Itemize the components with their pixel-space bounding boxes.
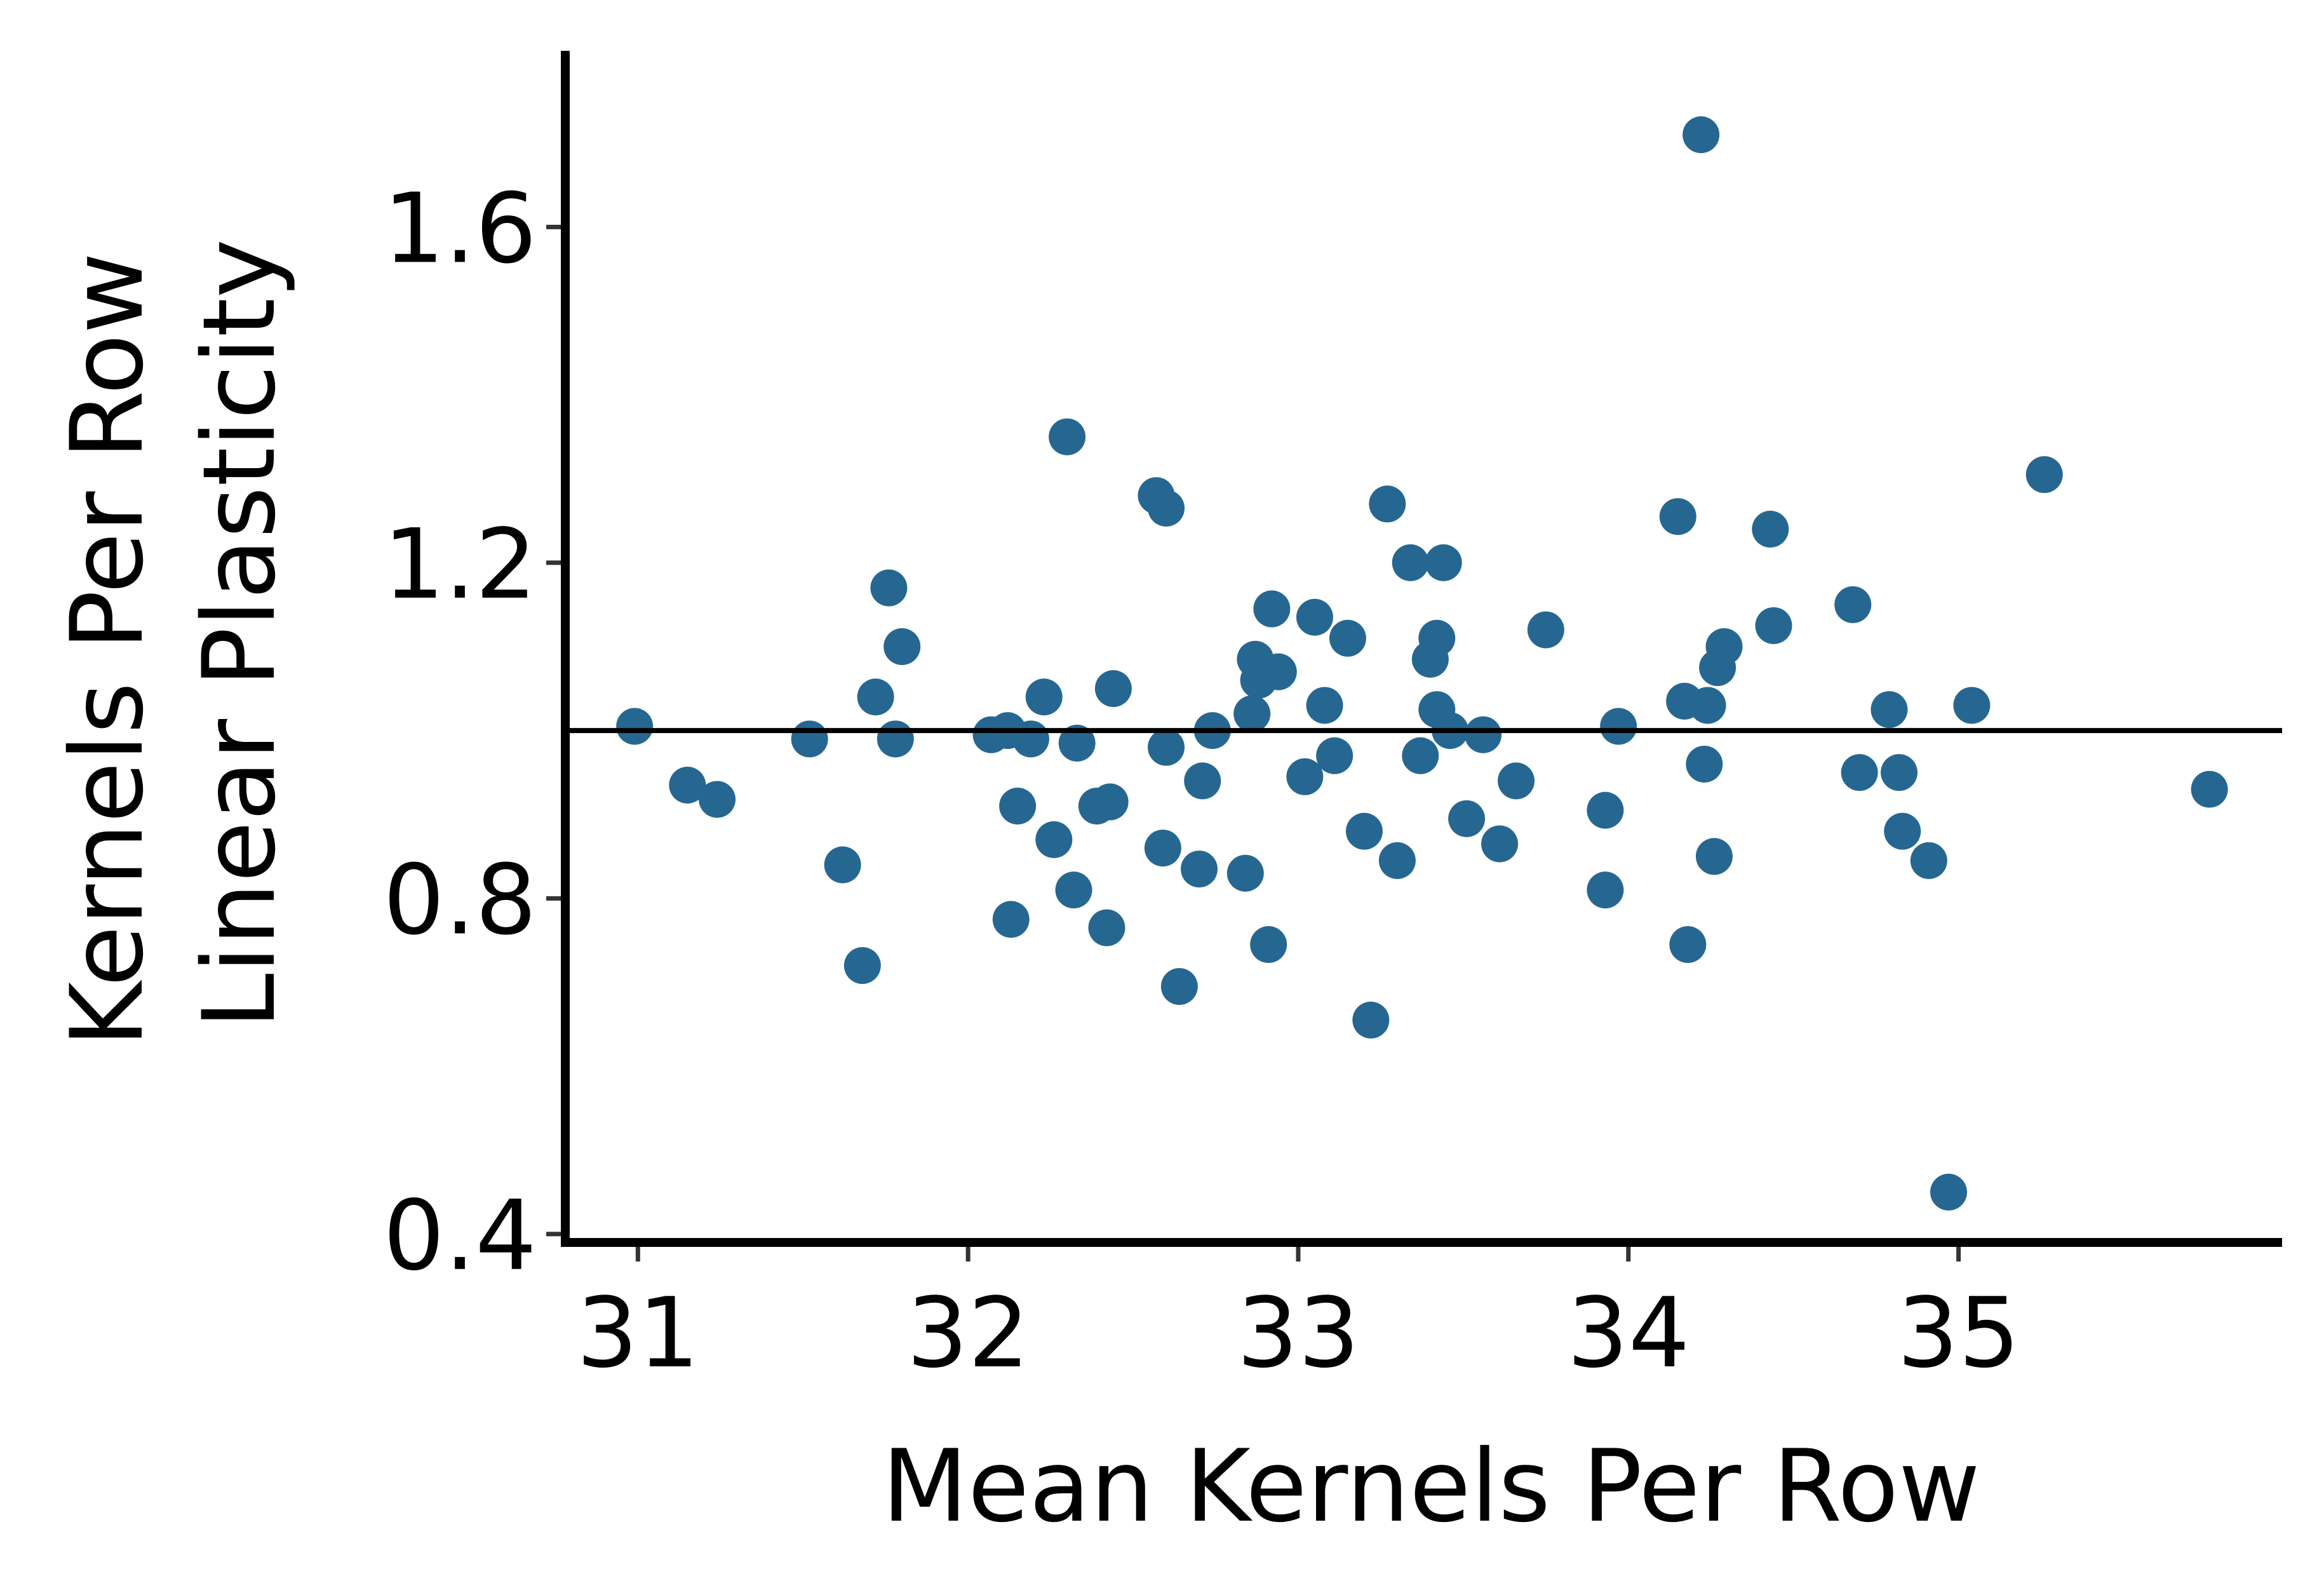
scatter-point xyxy=(1088,909,1125,946)
scatter-point xyxy=(1683,116,1720,154)
scatter-point xyxy=(1392,544,1429,581)
scatter-point xyxy=(877,720,914,758)
y-axis-label-line-1: Kernels Per Row xyxy=(50,252,166,1047)
scatter-point xyxy=(616,708,654,745)
scatter-point xyxy=(870,569,908,607)
scatter-point xyxy=(1012,720,1049,758)
scatter-point xyxy=(1755,607,1792,644)
x-ticks: 31 32 33 34 35 xyxy=(577,1247,2020,1389)
scatter-point xyxy=(1930,1173,1967,1211)
y-tick-label: 0.8 xyxy=(383,844,537,956)
scatter-point xyxy=(1296,598,1333,636)
scatter-point xyxy=(1094,670,1132,708)
scatter-point xyxy=(1910,842,1947,879)
scatter-point xyxy=(1369,485,1406,523)
scatter-point xyxy=(1587,871,1624,909)
scatter-point xyxy=(1418,619,1456,657)
x-tick-label: 33 xyxy=(1237,1277,1359,1389)
scatter-point xyxy=(1345,812,1383,850)
scatter-point xyxy=(1253,590,1291,628)
scatter-point xyxy=(1465,716,1502,753)
scatter-point xyxy=(824,846,861,884)
scatter-point xyxy=(1841,754,1878,791)
scatter-point xyxy=(1587,791,1624,829)
scatter-point xyxy=(1233,695,1271,732)
scatter-point xyxy=(1049,418,1086,455)
y-axis-label: Kernels Per Row Linear Plasticity xyxy=(50,220,298,1047)
scatter-point xyxy=(1953,687,1991,724)
scatter-point xyxy=(669,766,706,804)
scatter-point xyxy=(1250,926,1287,963)
scatter-point xyxy=(1352,1001,1390,1039)
y-tick-label: 1.6 xyxy=(383,172,537,285)
scatter-point xyxy=(999,788,1037,825)
scatter-point xyxy=(1184,762,1221,800)
x-axis-label: Mean Kernels Per Row xyxy=(882,1429,1980,1545)
scatter-point xyxy=(843,947,881,985)
scatter-point xyxy=(1669,926,1707,963)
scatter-point xyxy=(1695,838,1733,875)
scatter-point xyxy=(1481,825,1519,863)
scatter-point xyxy=(699,781,736,818)
scatter-point xyxy=(857,678,894,716)
scatter-point xyxy=(1226,854,1264,892)
scatter-point xyxy=(1286,758,1324,795)
scatter-point xyxy=(1181,851,1218,888)
scatter-point xyxy=(1871,691,1908,729)
scatter-point xyxy=(1527,611,1564,649)
scatter-point xyxy=(2025,456,2063,494)
scatter-point xyxy=(1402,737,1439,774)
scatter-point xyxy=(1058,724,1096,762)
scatter-point xyxy=(1752,511,1789,548)
scatter-point xyxy=(1025,678,1063,716)
x-tick-label: 32 xyxy=(906,1277,1029,1389)
scatter-point xyxy=(1316,737,1353,774)
scatter-point xyxy=(1705,628,1743,665)
scatter-point xyxy=(1689,687,1726,724)
scatter-point xyxy=(1686,745,1723,783)
scatter-point xyxy=(1148,729,1185,766)
scatter-point xyxy=(1378,842,1416,879)
y-axis-label-line-2: Linear Plasticity xyxy=(182,239,298,1029)
scatter-point xyxy=(2191,770,2228,808)
scatter-point xyxy=(1329,619,1366,657)
scatter-point xyxy=(883,628,921,665)
scatter-point xyxy=(1055,871,1092,909)
y-tick-label: 1.2 xyxy=(383,508,537,621)
scatter-point xyxy=(1834,586,1872,623)
scatter-point xyxy=(1035,821,1073,858)
x-tick-label: 35 xyxy=(1897,1277,2020,1389)
scatter-point xyxy=(1148,490,1185,527)
scatter-point xyxy=(1306,687,1343,724)
scatter-point xyxy=(1259,653,1297,690)
scatter-point xyxy=(1091,783,1129,821)
scatter-point xyxy=(791,720,828,758)
y-ticks: 0.4 0.8 1.2 1.6 xyxy=(383,172,561,1292)
scatter-point xyxy=(1884,812,1921,850)
points-layer xyxy=(616,116,2228,1211)
scatter-point xyxy=(992,901,1030,938)
scatter-point xyxy=(1425,544,1462,581)
x-tick-label: 31 xyxy=(577,1277,699,1389)
scatter-point xyxy=(1498,762,1535,800)
scatter-point xyxy=(1659,498,1696,535)
scatter-point xyxy=(1600,708,1637,745)
scatter-point xyxy=(1448,800,1486,837)
scatter-point xyxy=(1881,754,1918,791)
x-tick-label: 34 xyxy=(1567,1277,1689,1389)
scatter-point xyxy=(1160,968,1198,1006)
y-tick-label: 0.4 xyxy=(383,1180,537,1292)
scatter-point xyxy=(1144,830,1181,867)
